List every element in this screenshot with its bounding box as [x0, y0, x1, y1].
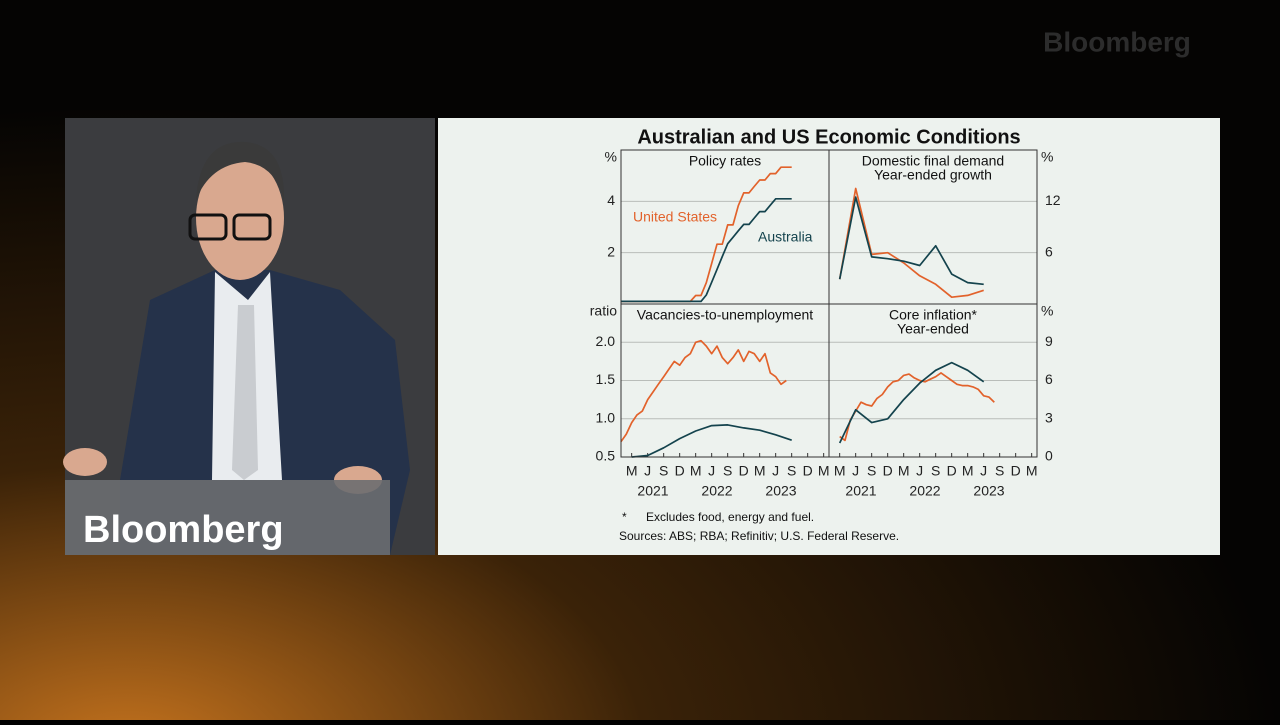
footnote-marker: * — [622, 510, 627, 524]
watermark: Bloomberg — [1043, 26, 1191, 57]
tie — [232, 305, 258, 480]
slide-title: Australian and US Economic Conditions — [637, 126, 1020, 148]
x-year-label: 2021 — [845, 483, 876, 499]
y-unit: % — [605, 149, 617, 165]
panel-subtitle: Year-ended — [897, 321, 969, 337]
x-tick-label: J — [644, 463, 651, 479]
x-tick-label: M — [818, 463, 830, 479]
data-line — [838, 196, 984, 286]
data-line — [838, 187, 984, 299]
x-tick-label: S — [659, 463, 668, 479]
x-tick-label: M — [1026, 463, 1038, 479]
x-tick-label: J — [772, 463, 779, 479]
x-tick-label: J — [708, 463, 715, 479]
y-unit: % — [1041, 303, 1053, 319]
x-year-label: 2023 — [973, 483, 1004, 499]
series-label: Australia — [758, 229, 813, 245]
speaker-video: Bloomberg — [63, 118, 435, 555]
x-tick-label: M — [754, 463, 766, 479]
y-tick-label: 1.0 — [596, 409, 616, 425]
sources: Sources: ABS; RBA; Refinitiv; U.S. Feder… — [619, 529, 899, 543]
hair — [196, 141, 285, 200]
panel-title: Policy rates — [689, 153, 761, 169]
data-line — [631, 424, 792, 458]
x-tick-label: J — [980, 463, 987, 479]
x-tick-label: M — [626, 463, 638, 479]
x-tick-label: S — [995, 463, 1004, 479]
x-year-label: 2021 — [637, 483, 668, 499]
data-line — [838, 361, 985, 444]
panel-title: Domestic final demand — [862, 153, 1004, 169]
y-tick-label: 9 — [1045, 333, 1053, 349]
podium — [65, 480, 390, 555]
y-unit: % — [1041, 149, 1053, 165]
data-line — [839, 372, 995, 442]
y-tick-label: 6 — [1045, 243, 1053, 259]
x-tick-label: J — [852, 463, 859, 479]
x-tick-label: S — [931, 463, 940, 479]
head — [196, 156, 284, 280]
x-tick-label: D — [739, 463, 749, 479]
x-tick-label: M — [962, 463, 974, 479]
x-year-label: 2022 — [909, 483, 940, 499]
y-tick-label: 2 — [607, 243, 615, 259]
y-tick-label: 1.5 — [596, 371, 616, 387]
y-tick-label: 0 — [1045, 448, 1053, 464]
x-tick-label: D — [1011, 463, 1021, 479]
x-year-label: 2023 — [765, 483, 796, 499]
charts: 2 4% Policy rates United States Australia 6 12… — [590, 149, 1061, 499]
x-tick-label: J — [916, 463, 923, 479]
y-unit: ratio — [590, 303, 617, 319]
y-tick-label: 0.5 — [596, 448, 616, 464]
y-tick-label: 6 — [1045, 371, 1053, 387]
x-tick-label: S — [723, 463, 732, 479]
x-tick-label: M — [834, 463, 846, 479]
data-line — [620, 339, 787, 443]
x-tick-label: D — [675, 463, 685, 479]
x-tick-label: D — [947, 463, 957, 479]
panel-title: Core inflation* — [889, 307, 977, 323]
footnote: Excludes food, energy and fuel. — [646, 510, 814, 524]
y-tick-label: 4 — [607, 192, 615, 208]
y-tick-label: 2.0 — [596, 333, 616, 349]
series-label: United States — [633, 209, 717, 225]
x-year-label: 2022 — [701, 483, 732, 499]
panel-title: Vacancies-to-unemployment — [637, 307, 813, 323]
data-line — [621, 197, 792, 303]
x-tick-label: M — [898, 463, 910, 479]
glasses-left — [188, 213, 228, 241]
x-tick-label: S — [867, 463, 876, 479]
x-tick-label: D — [803, 463, 813, 479]
x-tick-label: S — [787, 463, 796, 479]
hand — [63, 448, 107, 476]
panel-subtitle: Year-ended growth — [874, 167, 992, 183]
x-tick-label: D — [883, 463, 893, 479]
podium-logo: Bloomberg — [83, 509, 284, 551]
y-tick-label: 12 — [1045, 192, 1061, 208]
y-tick-label: 3 — [1045, 409, 1053, 425]
x-tick-label: M — [690, 463, 702, 479]
glasses-right — [232, 213, 272, 241]
